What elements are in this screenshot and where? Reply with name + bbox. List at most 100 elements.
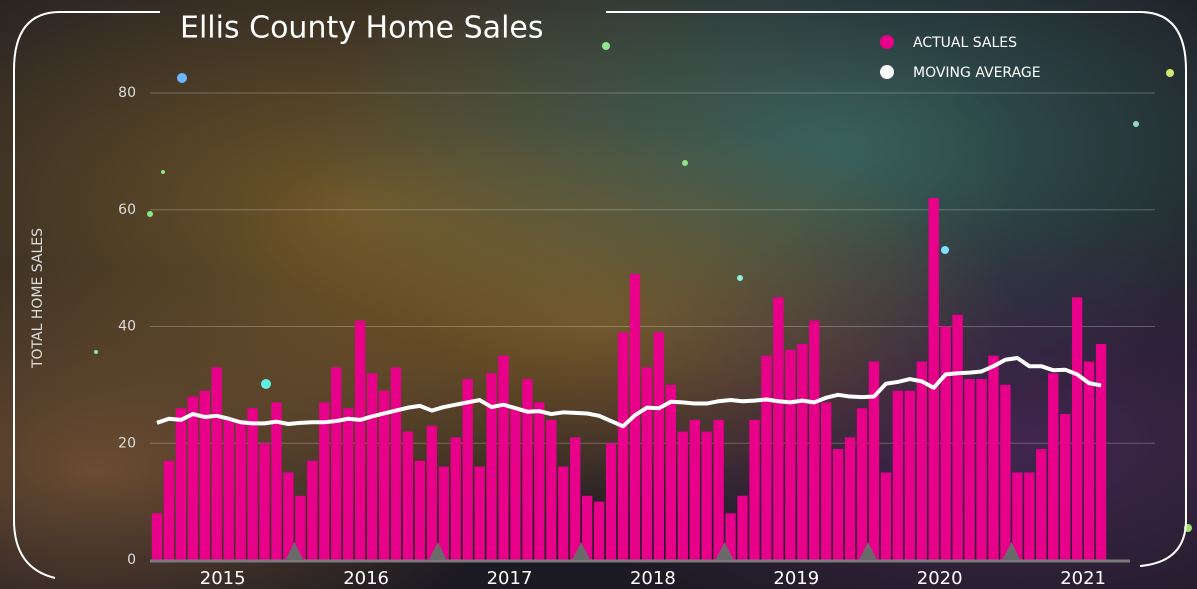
bar <box>187 396 198 560</box>
bar <box>653 332 665 560</box>
x-tick-label: 2016 <box>343 568 389 589</box>
bar <box>641 367 653 560</box>
bar <box>343 408 354 560</box>
bar <box>880 472 892 560</box>
year-divider <box>572 542 591 560</box>
bar <box>247 408 258 560</box>
y-axis-label: TOTAL HOME SALES <box>30 228 46 369</box>
bar <box>510 408 521 560</box>
bar <box>916 361 927 560</box>
bar <box>223 419 234 560</box>
bar <box>570 437 581 560</box>
bar <box>593 501 605 560</box>
bar <box>832 449 844 560</box>
bar <box>713 419 724 560</box>
x-tick-label: 2015 <box>200 568 246 589</box>
y-tick-label: 0 <box>127 552 136 568</box>
bar <box>235 419 246 560</box>
year-divider <box>859 542 877 560</box>
bar <box>1048 373 1059 560</box>
x-tick-label: 2020 <box>917 568 963 589</box>
year-divider <box>285 542 304 560</box>
bar <box>809 320 820 560</box>
bar <box>1095 344 1107 560</box>
year-divider <box>1002 542 1021 560</box>
bar <box>462 379 473 560</box>
bar <box>940 326 951 560</box>
bar <box>414 460 426 560</box>
bar <box>737 495 748 560</box>
bar <box>378 390 390 560</box>
bar <box>988 355 999 560</box>
bar <box>1083 361 1095 560</box>
bar <box>821 402 832 560</box>
bar <box>701 431 712 560</box>
bar <box>438 466 449 560</box>
y-tick-label: 80 <box>118 85 136 101</box>
bar <box>665 384 676 560</box>
bar <box>1036 449 1047 560</box>
y-tick-label: 40 <box>118 319 136 335</box>
bar <box>868 361 880 560</box>
bar <box>426 425 437 560</box>
bar <box>450 437 461 560</box>
legend-label: ACTUAL SALES <box>913 35 1017 51</box>
bar <box>689 419 700 560</box>
bar <box>558 466 569 560</box>
bar <box>976 379 987 560</box>
bar <box>163 460 175 560</box>
bar <box>259 443 270 560</box>
bar <box>1060 414 1071 560</box>
bar <box>582 495 593 560</box>
bar <box>534 402 545 560</box>
bar <box>844 437 856 560</box>
bar <box>474 466 485 560</box>
bar <box>486 373 497 560</box>
bar <box>366 373 378 560</box>
bar <box>928 198 939 560</box>
bar <box>522 379 533 560</box>
x-tick-label: 2017 <box>487 568 533 589</box>
bar <box>199 390 210 560</box>
bar <box>1012 472 1023 560</box>
y-tick-label: 20 <box>118 435 136 451</box>
bar <box>331 367 342 560</box>
y-tick-label: 60 <box>118 202 136 218</box>
x-tick-label: 2019 <box>773 568 819 589</box>
bar <box>151 513 163 560</box>
bar <box>904 390 915 560</box>
bar <box>546 419 557 560</box>
bar <box>1024 472 1035 560</box>
bar <box>749 419 760 560</box>
x-tick-label: 2018 <box>630 568 676 589</box>
legend-swatch <box>880 35 894 49</box>
year-divider <box>428 542 447 560</box>
bar <box>773 297 784 560</box>
bar <box>283 472 294 560</box>
moving-average-line <box>156 356 1102 429</box>
bar <box>761 355 772 560</box>
bar <box>952 314 963 560</box>
frame <box>13 11 1187 579</box>
bar <box>402 431 414 560</box>
bar <box>498 355 509 560</box>
bar <box>892 390 904 560</box>
bar <box>319 402 330 560</box>
bar <box>677 431 688 560</box>
bar <box>271 402 282 560</box>
bar <box>295 495 306 560</box>
bar <box>617 332 629 560</box>
year-divider <box>715 542 734 560</box>
bar <box>1000 384 1011 560</box>
bar <box>211 367 222 560</box>
bar <box>354 320 366 560</box>
bar <box>797 344 808 560</box>
bar <box>175 408 187 560</box>
bar <box>785 349 796 560</box>
bar <box>605 443 617 560</box>
bar <box>1071 297 1083 560</box>
bar <box>856 408 868 560</box>
legend-swatch <box>880 65 894 79</box>
bar <box>725 513 736 560</box>
